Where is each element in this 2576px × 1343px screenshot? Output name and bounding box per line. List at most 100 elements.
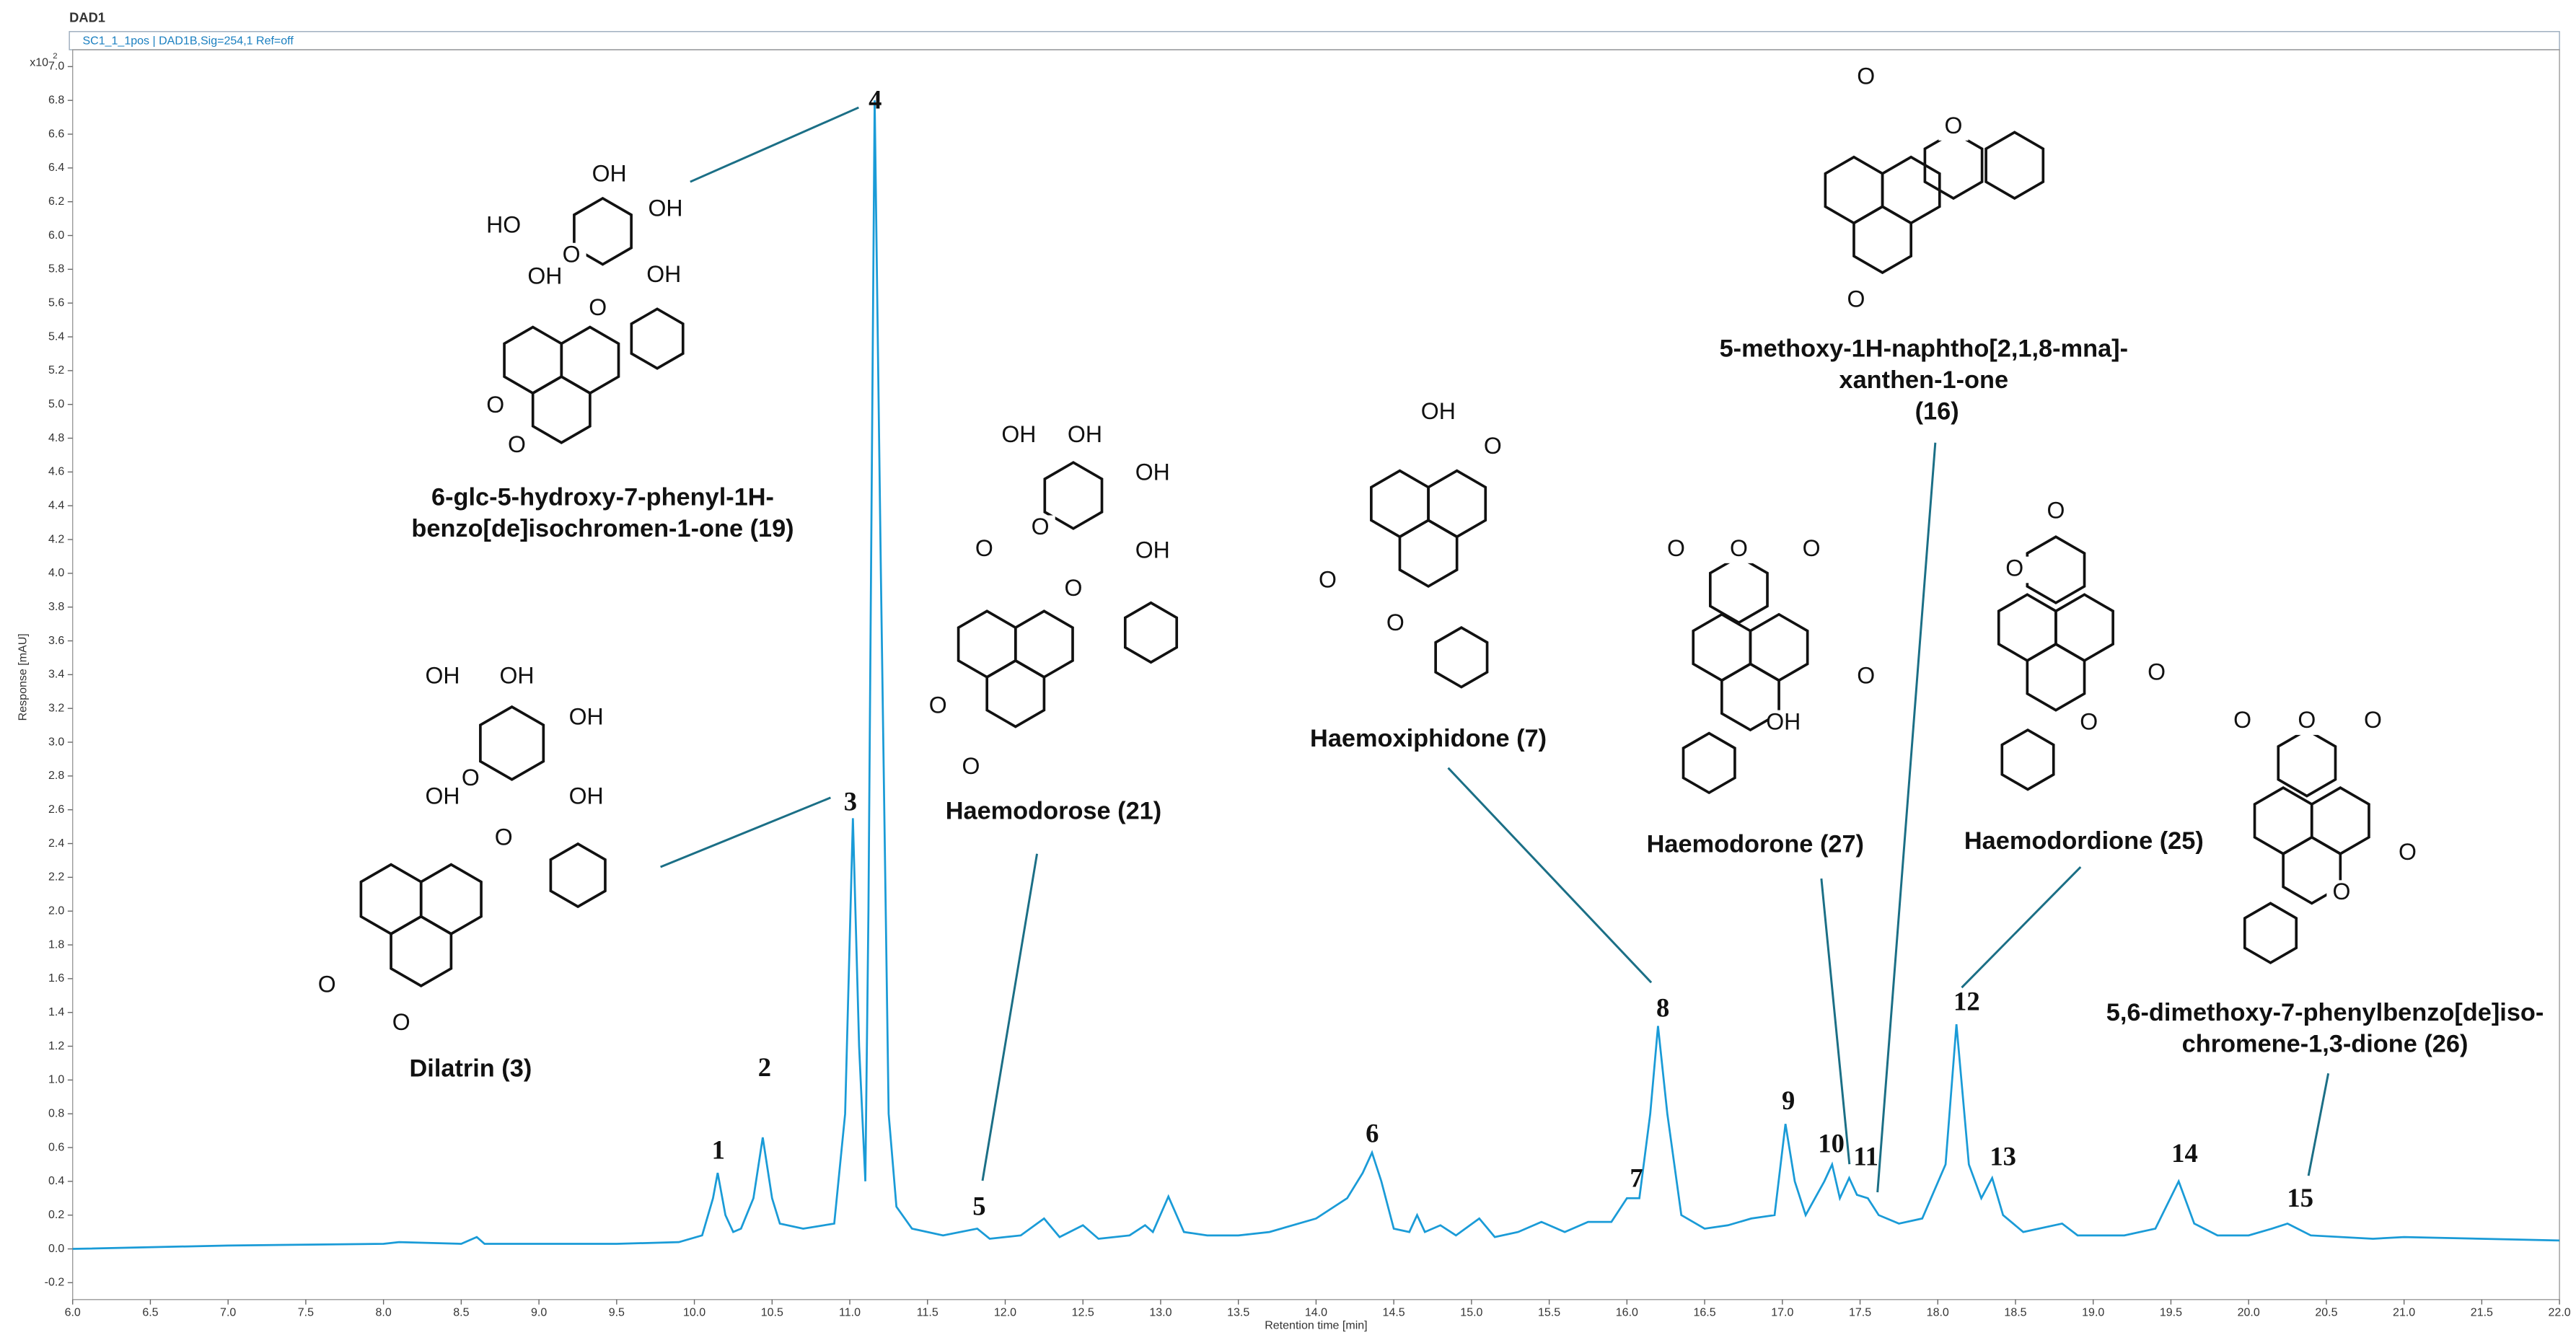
x-tick-label: 7.5 xyxy=(298,1305,314,1318)
x-tick-label: 10.5 xyxy=(761,1305,783,1318)
structure-ring xyxy=(479,705,545,781)
atom-mask xyxy=(571,784,602,811)
x-tick-label: 15.5 xyxy=(1538,1305,1560,1318)
structure-ring xyxy=(1749,612,1809,682)
compound-name: 6-glc-5-hydroxy-7-phenyl-1H- xyxy=(431,484,774,511)
atom-mask xyxy=(2326,880,2357,907)
atom-label: O xyxy=(975,535,993,561)
atom-mask xyxy=(455,766,485,793)
peak-label: 8 xyxy=(1656,993,1669,1023)
atom-label: HO xyxy=(486,211,521,237)
atom-label: O xyxy=(318,971,336,997)
structure-ring xyxy=(2243,902,2298,964)
peak-label: 2 xyxy=(758,1052,771,1082)
atom-mask xyxy=(427,664,458,691)
y-tick-label: 6.8 xyxy=(48,93,64,106)
structure-ring xyxy=(560,325,620,395)
atom-mask xyxy=(1851,64,1881,92)
x-axis-label: Retention time [min] xyxy=(1265,1319,1367,1332)
atom-mask xyxy=(2141,660,2172,687)
compound-name: Haemoxiphidone (7) xyxy=(1310,725,1547,752)
atom-label: O xyxy=(1857,662,1875,688)
atom-mask xyxy=(488,213,519,240)
structure-ring xyxy=(2000,728,2055,791)
atom-mask xyxy=(488,825,519,853)
atom-mask xyxy=(1851,664,1881,691)
atom-mask xyxy=(923,693,953,721)
x-tick-label: 9.5 xyxy=(609,1305,625,1318)
x-tick-label: 13.0 xyxy=(1149,1305,1171,1318)
atom-mask xyxy=(583,296,613,322)
atom-mask xyxy=(1938,114,1969,141)
atom-label: OH xyxy=(425,783,460,809)
structure-ring xyxy=(1014,609,1074,679)
atom-label: O xyxy=(1667,535,1685,561)
atom-label: O xyxy=(1032,514,1050,540)
atom-mask xyxy=(1070,423,1100,449)
y-tick-label: 3.0 xyxy=(48,735,64,748)
structure-ring xyxy=(2054,593,2114,663)
structure-ring xyxy=(549,842,607,909)
atom-mask xyxy=(386,1010,416,1037)
peak-label: 14 xyxy=(2171,1138,2198,1168)
x-tick-label: 11.5 xyxy=(917,1305,938,1318)
y-tick-label: 0.8 xyxy=(48,1106,64,1119)
atom-label: O xyxy=(1064,575,1082,601)
chart-title: DAD1 xyxy=(69,9,105,25)
atom-mask xyxy=(1380,611,1410,638)
atom-mask xyxy=(2292,708,2322,735)
structure-ring xyxy=(573,196,633,266)
y-tick-label: 0.6 xyxy=(48,1140,64,1153)
atom-label: O xyxy=(1730,535,1748,561)
structure-ring xyxy=(1984,131,2045,201)
x-tick-label: 17.5 xyxy=(1849,1305,1871,1318)
atom-mask xyxy=(571,705,602,732)
leader-line xyxy=(690,106,859,183)
x-tick-label: 10.0 xyxy=(683,1305,705,1318)
atom-mask xyxy=(2392,840,2423,868)
y-tick-label: 3.4 xyxy=(48,668,64,681)
x-tick-label: 12.0 xyxy=(994,1305,1016,1318)
atom-label: O xyxy=(1945,113,1963,138)
atom-mask xyxy=(969,537,999,563)
y-tick-label: 2.6 xyxy=(48,803,64,816)
x-tick-label: 20.0 xyxy=(2238,1305,2260,1318)
atom-mask xyxy=(594,162,625,189)
atom-mask xyxy=(1477,434,1508,461)
peak-label: 10 xyxy=(1818,1128,1845,1158)
y-tick-label: 1.2 xyxy=(48,1039,64,1052)
atom-label: O xyxy=(929,692,947,718)
atom-label: O xyxy=(962,753,980,779)
y-tick-label: 0.2 xyxy=(48,1208,64,1221)
atom-label: O xyxy=(2332,879,2350,904)
x-tick-label: 14.0 xyxy=(1305,1305,1327,1318)
x-tick-label: 21.5 xyxy=(2471,1305,2493,1318)
atom-mask xyxy=(1138,538,1168,565)
atom-label: OH xyxy=(1001,421,1036,447)
atom-mask xyxy=(1003,423,1034,449)
y-tick-label: 1.0 xyxy=(48,1073,64,1086)
atom-label: O xyxy=(462,765,480,791)
atom-label: O xyxy=(392,1009,410,1035)
atom-mask xyxy=(2000,556,2030,584)
x-tick-label: 8.0 xyxy=(376,1305,392,1318)
atom-label: OH xyxy=(1135,459,1170,485)
compound-name: Haemodordione (25) xyxy=(1964,827,2204,855)
leader-line xyxy=(1820,878,1851,1165)
atom-mask xyxy=(529,264,561,291)
structure-ring xyxy=(2026,535,2086,604)
compound-name: 5-methoxy-1H-naphtho[2,1,8-mna]- xyxy=(1720,335,2128,363)
x-tick-label: 8.5 xyxy=(453,1305,469,1318)
structure-ring xyxy=(630,307,685,370)
atom-label: O xyxy=(1386,609,1405,635)
atom-mask xyxy=(501,664,532,691)
atom-mask xyxy=(956,754,986,782)
compound-name: (16) xyxy=(1915,398,1959,426)
y-tick-label: 5.0 xyxy=(48,397,64,410)
atom-mask xyxy=(2074,710,2104,737)
y-tick-label: 6.0 xyxy=(48,229,64,242)
atom-mask xyxy=(1058,576,1089,603)
structure-ring xyxy=(2277,728,2337,798)
x-tick-label: 6.0 xyxy=(65,1305,81,1318)
